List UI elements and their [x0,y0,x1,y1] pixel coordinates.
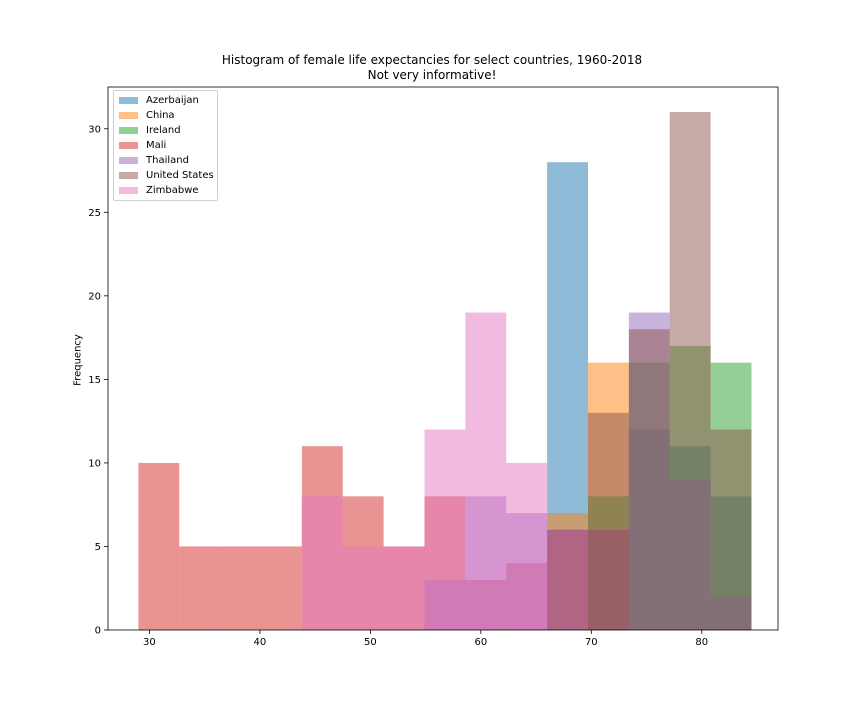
bar-mali-bin-2 [220,546,262,630]
legend-swatch [119,127,138,134]
bar-zimbabwe-bin-4 [301,496,343,630]
bar-zimbabwe-bin-5 [342,546,384,630]
bar-zimbabwe-bin-6 [383,546,425,630]
legend-swatch [119,97,138,104]
bar-zimbabwe-bin-7 [424,429,466,630]
y-tick-label: 0 [95,626,101,637]
x-tick-label: 40 [254,637,267,648]
chart-subtitle: Not very informative! [367,68,497,82]
legend-label: United States [146,170,214,181]
y-tick-label: 30 [88,124,101,135]
y-tick-label: 25 [88,208,101,219]
bar-mali-bin-0 [138,462,180,630]
ticks-layer: 30 40 50 60 70 80 0 5 10 15 20 25 30 [88,124,708,648]
bar-mali-bin-3 [261,546,302,630]
legend-label: Ireland [146,125,181,136]
y-axis-label: Frequency [72,334,84,386]
legend-item-zimbabwe: Zimbabwe [114,183,217,198]
legend: Azerbaijan China Ireland Mali Thailand United… [113,90,218,201]
legend-item-azerbaijan: Azerbaijan [114,93,217,108]
y-tick-label: 10 [88,458,101,469]
legend-item-mali: Mali [114,138,217,153]
legend-swatch [119,172,138,179]
x-tick-label: 80 [695,637,708,648]
x-tick-label: 70 [585,637,598,648]
legend-label: China [146,110,175,121]
bar-zimbabwe-bin-8 [465,312,507,630]
legend-swatch [119,112,138,119]
bar-united-states-bin-12 [628,329,670,630]
legend-swatch [119,157,138,164]
x-tick-label: 50 [364,637,377,648]
bar-zimbabwe-bin-9 [506,462,548,630]
x-tick-label: 60 [474,637,487,648]
bars-layer [138,112,752,631]
y-tick-label: 15 [88,375,101,386]
legend-item-thailand: Thailand [114,153,217,168]
bar-united-states-bin-11 [587,412,629,630]
bar-united-states-bin-13 [669,112,711,631]
bar-united-states-bin-14 [710,429,752,630]
bar-thailand-bin-10 [547,529,588,630]
legend-swatch [119,142,138,149]
legend-swatch [119,187,138,194]
legend-item-china: China [114,108,217,123]
legend-label: Azerbaijan [146,95,199,106]
chart-title: Histogram of female life expectancies fo… [221,53,643,67]
plot-frame [107,86,779,631]
legend-item-united-states: United States [114,168,217,183]
legend-label: Thailand [146,155,189,166]
legend-item-ireland: Ireland [114,123,217,138]
legend-label: Mali [146,140,167,151]
legend-label: Zimbabwe [146,185,199,196]
y-tick-label: 5 [95,542,101,553]
y-tick-label: 20 [88,291,101,302]
bar-mali-bin-1 [179,546,221,630]
x-tick-label: 30 [143,637,156,648]
